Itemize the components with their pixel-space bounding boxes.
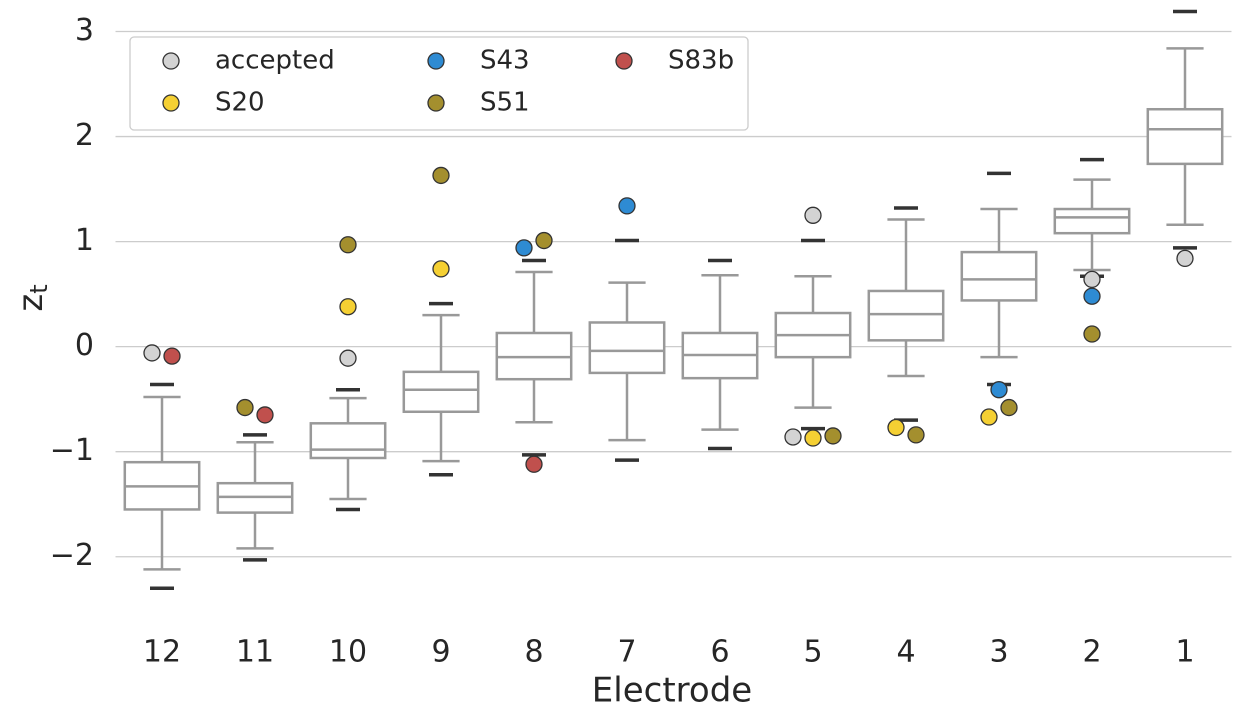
legend-label: S43	[480, 46, 530, 76]
x-tick-label: 7	[617, 635, 636, 670]
legend-label: S83b	[668, 46, 734, 76]
y-tick-label: 1	[75, 223, 94, 258]
point	[163, 347, 181, 365]
legend-marker	[162, 94, 180, 112]
legend-marker	[615, 52, 633, 70]
point	[256, 406, 274, 424]
x-tick-label: 3	[989, 635, 1008, 670]
legend-frame	[129, 36, 749, 131]
legend-label: S20	[215, 88, 265, 118]
legend-label: accepted	[215, 46, 335, 76]
box	[588, 321, 666, 375]
box	[402, 370, 480, 414]
y-label-base: z	[11, 294, 51, 312]
y-tick-label: 3	[75, 13, 94, 48]
point	[432, 260, 450, 278]
y-label-sub: t	[25, 284, 53, 293]
y-tick-label: −2	[50, 538, 94, 573]
grid	[115, 30, 1232, 558]
point	[824, 427, 842, 445]
y-tick-label: 0	[75, 328, 94, 363]
x-tick-label: 8	[524, 635, 543, 670]
box	[309, 422, 387, 460]
point	[1083, 325, 1101, 343]
point	[990, 381, 1008, 399]
point	[339, 298, 357, 316]
x-tick-label: 9	[431, 635, 450, 670]
legend-marker	[427, 52, 445, 70]
point	[804, 429, 822, 447]
point	[515, 239, 533, 257]
point	[1000, 398, 1018, 417]
x-axis-label: Electrode	[592, 671, 752, 711]
point	[143, 344, 161, 362]
y-tick-label: 2	[75, 118, 94, 153]
point	[784, 428, 802, 446]
y-tick-label: −1	[50, 433, 94, 468]
y-axis-label: zt	[11, 284, 54, 311]
x-tick-label: 6	[710, 635, 729, 670]
point	[339, 236, 357, 254]
point	[887, 418, 905, 437]
x-tick-label: 5	[803, 635, 822, 670]
legend-marker	[162, 52, 180, 70]
point	[1083, 287, 1101, 305]
box	[1053, 207, 1131, 235]
x-tick-label: 1	[1175, 635, 1194, 670]
x-tick-label: 2	[1082, 635, 1101, 670]
point	[907, 426, 925, 444]
x-tick-label: 4	[896, 635, 915, 670]
box	[1146, 107, 1224, 166]
point	[535, 231, 553, 250]
point	[432, 166, 450, 185]
point	[339, 349, 357, 367]
point	[618, 197, 636, 215]
point	[525, 455, 543, 473]
x-tick-label: 11	[236, 635, 274, 670]
box	[867, 289, 945, 342]
point	[804, 206, 822, 224]
point	[980, 408, 998, 426]
point	[236, 398, 254, 417]
x-tick-label: 12	[143, 635, 181, 670]
box	[960, 250, 1038, 302]
legend-label: S51	[480, 88, 530, 118]
point	[1176, 249, 1194, 268]
legend: accepted S20 S43 S51 S83b	[129, 36, 749, 131]
x-tick-label: 10	[329, 635, 367, 670]
legend-marker	[427, 94, 445, 112]
point	[1083, 270, 1101, 289]
